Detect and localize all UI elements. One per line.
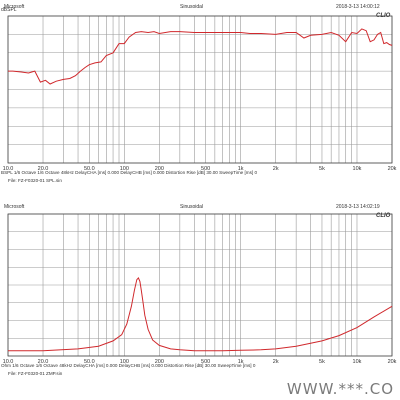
series-line-0 <box>8 28 393 85</box>
x-tick-label: 500 <box>201 359 210 365</box>
x-tick-label: 20k <box>388 166 397 172</box>
x-tick-label: 2k <box>273 359 279 365</box>
x-tick-label: 100 <box>120 166 129 172</box>
x-tick-label: 5k <box>319 359 325 365</box>
chart-1: 10.0 20.0 50.0 100 200 500 1k 2k 5k 10k 20k <box>3 213 397 365</box>
x-tick-label: 10k <box>353 166 362 172</box>
x-tick-label: 200 <box>155 166 164 172</box>
x-tick-label: 10k <box>353 359 362 365</box>
header-center: Sinusoidal <box>180 4 204 10</box>
x-tick-label: 50.0 <box>84 359 95 365</box>
footer-settings: Ohm 1/6 Octave 1/6 Octave 48kHz DelayCHA… <box>1 363 256 368</box>
x-tick-label: 1k <box>238 359 244 365</box>
x-tick-label: 10.0 <box>3 359 14 365</box>
header-left: Microsoft <box>4 4 25 10</box>
y-units-label: dBSPL <box>1 7 17 13</box>
plot-frame <box>7 213 393 357</box>
plot-frame <box>7 15 393 164</box>
x-tick-label: 1k <box>238 166 244 172</box>
header-center: Sinusoidal <box>180 204 204 210</box>
x-tick-label: 10.0 <box>3 166 14 172</box>
x-tick-label: 20.0 <box>38 359 49 365</box>
footer-settings: BSPL 1/6 Octave 1/6 Octave 48kHz DelayCH… <box>1 170 257 175</box>
footer-file: File: FZ-F0320-01 SPL.sin <box>8 178 62 183</box>
x-tick-label: 2k <box>273 166 279 172</box>
x-tick-label: 100 <box>120 359 129 365</box>
header-right: 2018-3-13 14:02:19 <box>336 204 380 210</box>
header-right: 2018-3-13 14:00:12 <box>336 4 380 10</box>
x-tick-label: 20k <box>388 359 397 365</box>
x-tick-label: 200 <box>155 359 164 365</box>
x-tick-label: 5k <box>319 166 325 172</box>
series-line-0 <box>8 276 393 352</box>
header-left: Microsoft <box>4 204 25 210</box>
chart-0: 10.0 20.0 50.0 100 200 500 1k 2k 5k 10k 20k <box>3 15 397 172</box>
clio-logo: CLIO <box>376 213 391 219</box>
watermark-text: WWW.***.CO <box>286 380 394 398</box>
impedance-chart-panel: Microsoft Sinusoidal 2018-3-13 14:02:19 … <box>0 200 400 380</box>
x-tick-label: 50.0 <box>84 166 95 172</box>
footer-file: File: FZ-F0320-01 ZMP.sin <box>8 371 63 376</box>
x-tick-label: 500 <box>201 166 210 172</box>
x-tick-label: 20.0 <box>38 166 49 172</box>
